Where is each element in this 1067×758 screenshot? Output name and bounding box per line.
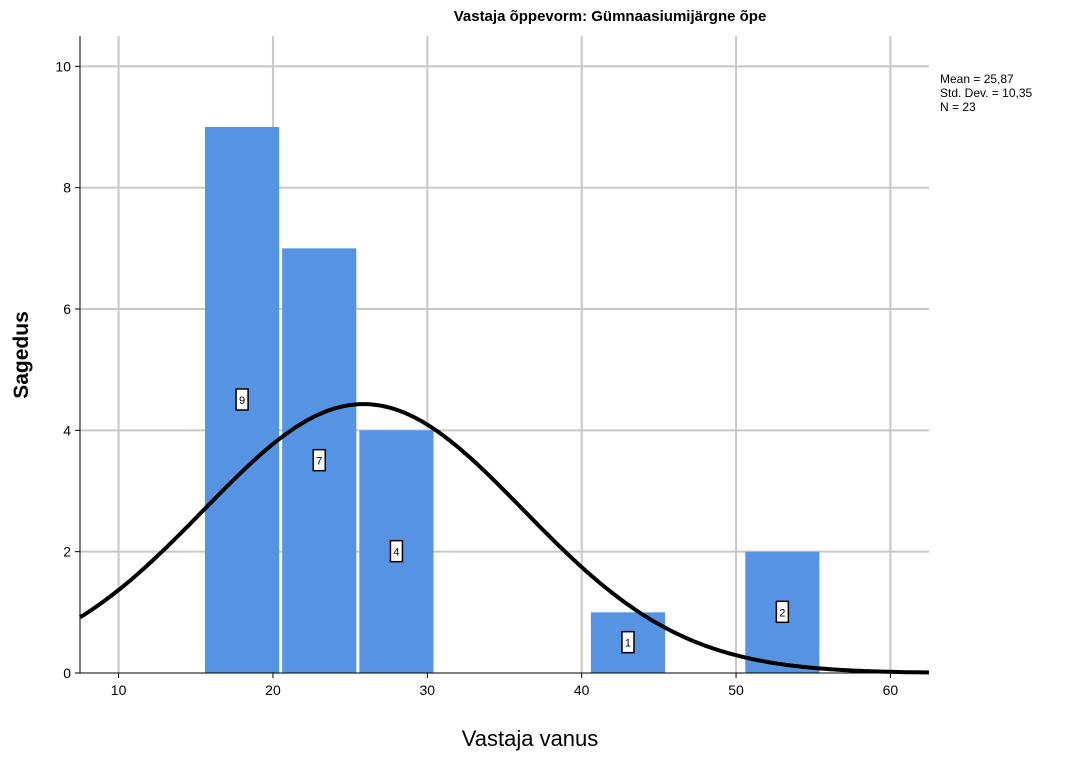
y-tick-label: 2 bbox=[63, 544, 71, 560]
stats-box: Mean = 25,87 Std. Dev. = 10,35 N = 23 bbox=[940, 72, 1032, 114]
stats-std-dev: Std. Dev. = 10,35 bbox=[940, 86, 1033, 100]
x-tick-label: 20 bbox=[265, 682, 281, 698]
y-tick-label: 6 bbox=[63, 301, 71, 317]
x-tick-label: 50 bbox=[728, 682, 744, 698]
stats-n: N = 23 bbox=[940, 100, 976, 114]
data-label-box bbox=[621, 630, 635, 654]
x-axis-label: Vastaja vanus bbox=[461, 726, 599, 751]
y-tick-label: 4 bbox=[63, 422, 71, 438]
x-tick-label: 30 bbox=[420, 682, 436, 698]
y-tick-label: 0 bbox=[63, 665, 71, 681]
x-tick-label: 60 bbox=[883, 682, 899, 698]
data-label: 9 bbox=[239, 395, 245, 407]
data-label-box bbox=[312, 448, 327, 472]
data-label-box bbox=[235, 388, 249, 411]
data-label: 7 bbox=[316, 456, 322, 468]
data-label-box bbox=[389, 539, 404, 563]
data-label: 2 bbox=[779, 607, 785, 619]
y-tick-label: 10 bbox=[55, 58, 71, 74]
data-label: 1 bbox=[625, 638, 631, 650]
x-tick-label: 40 bbox=[574, 682, 590, 698]
stats-mean: Mean = 25,87 bbox=[940, 72, 1014, 86]
data-label: 4 bbox=[393, 547, 399, 559]
chart-title: Vastaja õppevorm: Gümnaasiumijärgne õpe bbox=[453, 8, 767, 25]
y-tick-label: 8 bbox=[63, 180, 71, 196]
data-label-box bbox=[775, 600, 790, 624]
normal-curve bbox=[78, 402, 930, 675]
x-tick-label: 10 bbox=[111, 682, 127, 698]
